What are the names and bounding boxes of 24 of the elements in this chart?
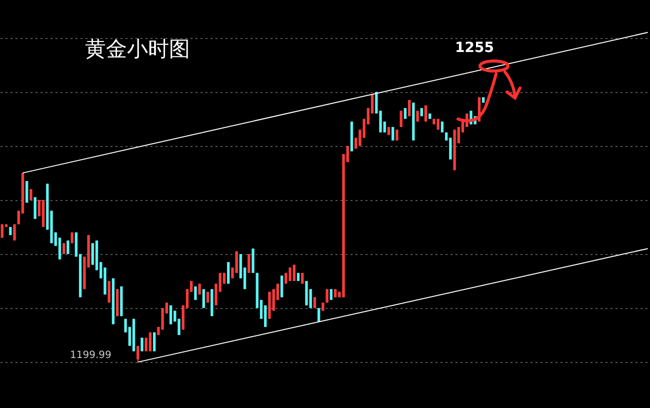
chart-title: 黄金小时图 [85, 37, 190, 61]
candlestick [66, 240, 70, 254]
candlestick [0, 224, 4, 238]
text: 1255 [455, 40, 494, 56]
candlestick [136, 345, 140, 363]
candlestick [317, 308, 320, 322]
candlestick [330, 288, 333, 300]
candlestick [26, 180, 28, 204]
candlestick [108, 280, 110, 304]
candlestick [148, 332, 152, 352]
candlestick [326, 288, 328, 304]
candlestick [202, 288, 206, 309]
annotation: 1199.99 [70, 350, 112, 361]
candlestick [34, 196, 36, 220]
candlestick [400, 110, 402, 128]
candlestick [404, 108, 407, 120]
candlestick [194, 286, 197, 300]
candlestick [62, 242, 66, 254]
candlestick [30, 188, 32, 200]
candlestick [227, 262, 230, 284]
candlestick [280, 275, 284, 298]
candlestick [152, 332, 156, 352]
candlestick [248, 253, 250, 274]
candlestick [440, 121, 444, 133]
